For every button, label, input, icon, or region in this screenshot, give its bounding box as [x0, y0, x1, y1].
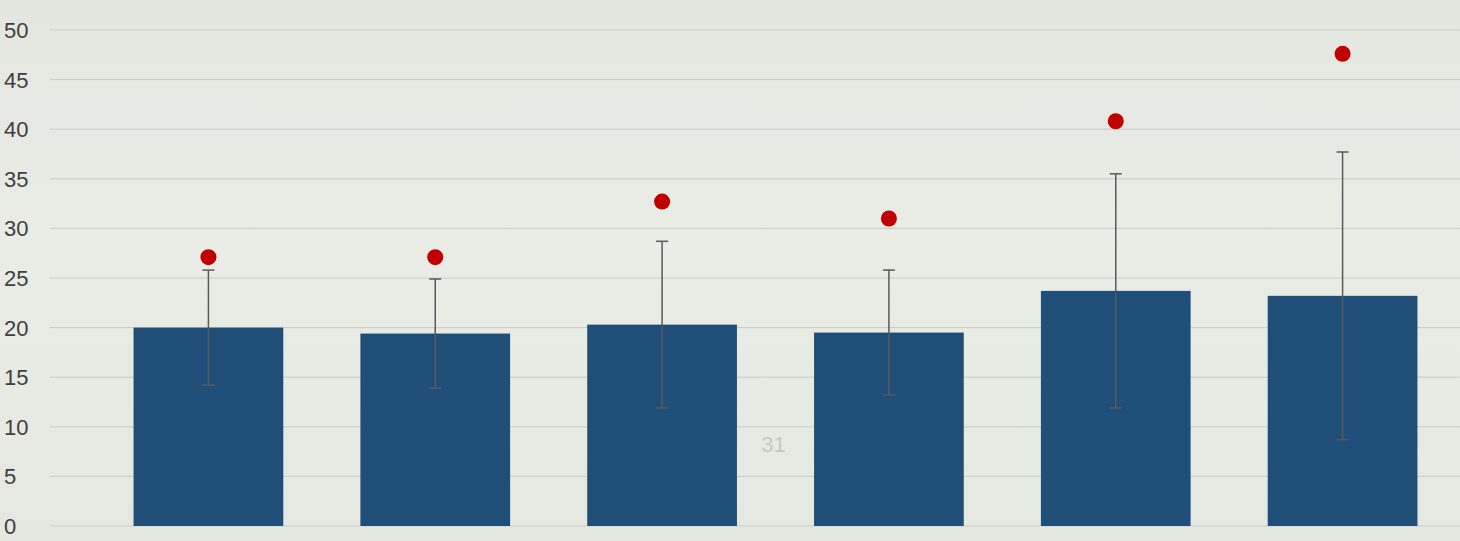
y-tick-label: 25 — [4, 266, 28, 291]
error-bar — [656, 241, 668, 408]
error-cap — [1337, 151, 1349, 153]
annotation: 31 — [761, 432, 785, 457]
marks — [134, 46, 1418, 526]
y-tick-label: 10 — [4, 415, 28, 440]
point — [200, 249, 216, 265]
error-cap — [1110, 407, 1122, 409]
error-bar — [429, 279, 441, 388]
error-cap — [883, 269, 895, 271]
y-tick-label: 45 — [4, 68, 28, 93]
error-cap — [429, 387, 441, 389]
error-line — [1342, 152, 1344, 440]
error-cap — [202, 384, 214, 386]
point — [427, 249, 443, 265]
error-cap — [1337, 439, 1349, 441]
error-line — [208, 270, 210, 385]
grid-line — [50, 178, 1460, 179]
y-tick-label: 35 — [4, 167, 28, 192]
grid-line — [50, 79, 1460, 80]
error-line — [435, 279, 437, 388]
error-cap — [656, 407, 668, 409]
error-cap — [883, 394, 895, 396]
y-tick-label: 50 — [4, 18, 28, 43]
error-line — [661, 241, 663, 408]
y-tick-label: 15 — [4, 365, 28, 390]
y-tick-labels: 0 5 10 15 20 25 30 35 40 45 50 — [4, 18, 28, 539]
error-cap — [429, 278, 441, 280]
error-bar — [883, 270, 895, 395]
chart: 0 5 10 15 20 25 30 35 40 45 50 31 — [0, 0, 1460, 541]
grid-line — [50, 129, 1460, 130]
point — [1335, 46, 1351, 62]
grid-line — [50, 30, 1460, 31]
error-bar — [1110, 174, 1122, 408]
point — [881, 210, 897, 226]
point — [1108, 113, 1124, 129]
y-tick-label: 40 — [4, 117, 28, 142]
error-cap — [656, 241, 668, 243]
grid-line — [50, 278, 1460, 279]
error-cap — [1110, 173, 1122, 175]
error-line — [888, 270, 890, 395]
y-tick-label: 5 — [4, 464, 16, 489]
error-bar — [1337, 152, 1349, 440]
error-bar — [202, 270, 214, 385]
point — [654, 194, 670, 210]
error-line — [1115, 174, 1117, 408]
y-tick-label: 20 — [4, 316, 28, 341]
y-tick-label: 0 — [4, 514, 16, 539]
grid-line — [50, 228, 1460, 229]
y-tick-label: 30 — [4, 216, 28, 241]
error-cap — [202, 269, 214, 271]
grid — [50, 30, 1460, 526]
